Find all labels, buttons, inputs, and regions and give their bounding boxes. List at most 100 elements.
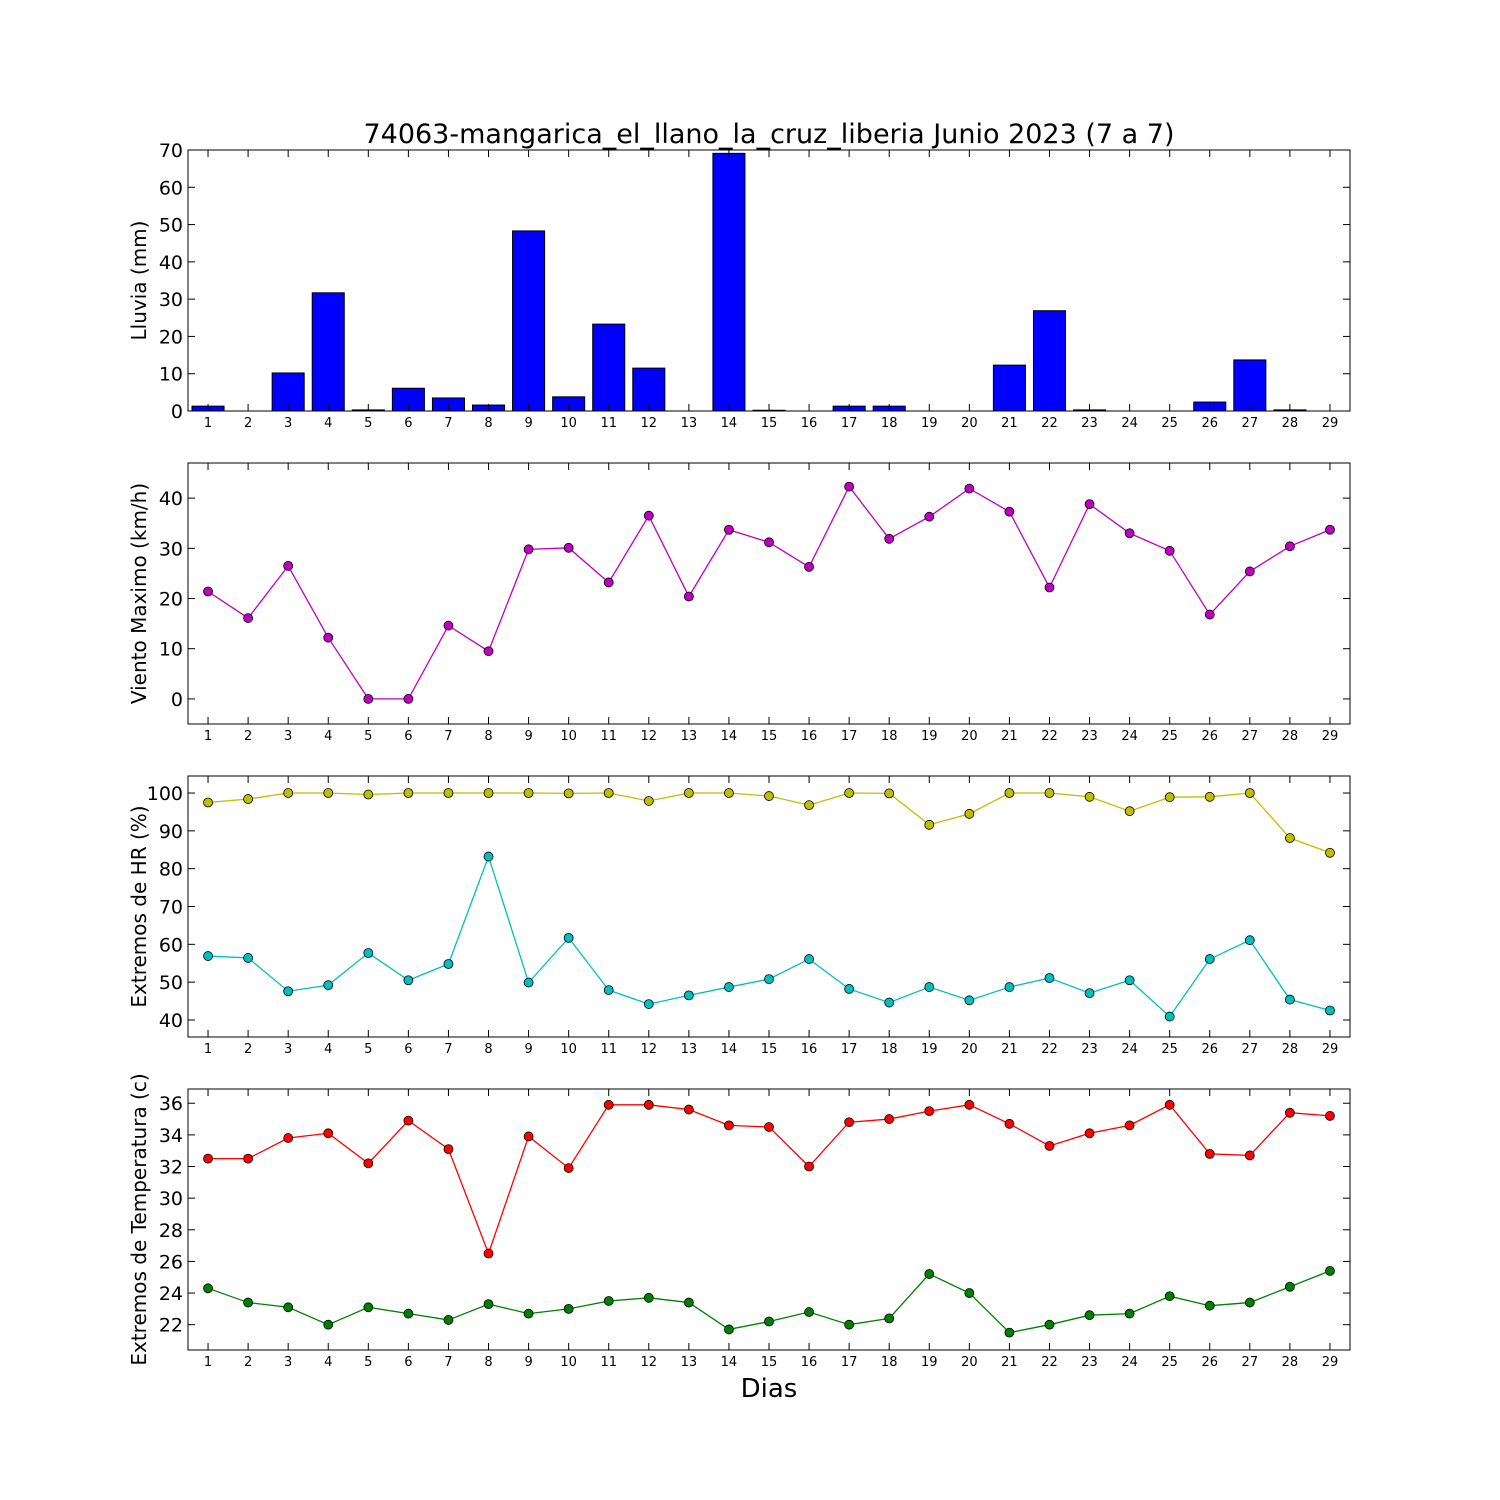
wind-series-1-point-day-29 bbox=[1325, 524, 1335, 535]
hr-series-2-point-day-28 bbox=[1284, 994, 1295, 1005]
wind-xtick-label: 29 bbox=[1322, 729, 1339, 744]
hr-series-2-point-day-29 bbox=[1325, 1005, 1335, 1016]
wind-xtick-label: 7 bbox=[444, 729, 452, 744]
wind-xtick-label: 16 bbox=[801, 729, 818, 744]
rain-bar-day-12 bbox=[632, 367, 666, 412]
hr-series-2-point-day-17 bbox=[844, 984, 855, 994]
hr-series-2-point-day-6 bbox=[403, 975, 414, 986]
hr-series-1-point-day-5 bbox=[363, 789, 374, 800]
temp-series-2-point-day-1 bbox=[203, 1283, 213, 1294]
temp-xtick-label: 7 bbox=[444, 1355, 452, 1370]
rain-xtick-label: 25 bbox=[1161, 416, 1178, 431]
hr-xtick-label: 1 bbox=[204, 1042, 212, 1057]
hr-xtick-label: 8 bbox=[484, 1042, 492, 1057]
hr-series-1-point-day-25 bbox=[1164, 792, 1175, 803]
wind-xtick-label: 18 bbox=[881, 729, 898, 744]
hr-series-1-point-day-3 bbox=[283, 788, 294, 798]
temp-xtick-label: 6 bbox=[404, 1355, 412, 1370]
temp-ytick-label: 36 bbox=[159, 1093, 183, 1115]
temp-series-2-point-day-11 bbox=[603, 1296, 614, 1306]
temp-series-1 bbox=[203, 1099, 1335, 1259]
temp-series-2-point-day-17 bbox=[844, 1319, 855, 1330]
hr-xtick-label: 5 bbox=[364, 1042, 372, 1057]
hr-series-1 bbox=[203, 788, 1335, 858]
hr-series-1-point-day-9 bbox=[523, 788, 534, 798]
temp-series-2-point-day-29 bbox=[1325, 1266, 1335, 1276]
hr-xtick-label: 13 bbox=[681, 1042, 698, 1057]
wind-series-1-point-day-2 bbox=[243, 613, 254, 623]
wind-xtick-label: 14 bbox=[721, 729, 738, 744]
wind-series-1-point-day-21 bbox=[1004, 506, 1015, 517]
rain-xtick-label: 7 bbox=[444, 416, 452, 431]
temp-series-1-point-day-25 bbox=[1164, 1099, 1175, 1110]
wind-series-1-point-day-24 bbox=[1124, 528, 1135, 539]
rain-bar-day-11 bbox=[592, 323, 626, 412]
temp-series-2-point-day-5 bbox=[363, 1302, 374, 1313]
hr-series-2-point-day-27 bbox=[1244, 935, 1255, 946]
temp-series-1-point-day-5 bbox=[363, 1158, 374, 1169]
wind-series-1-line bbox=[207, 485, 1331, 700]
wind-series-1-point-day-10 bbox=[563, 542, 574, 553]
temp-series-2-point-day-26 bbox=[1204, 1300, 1215, 1311]
wind-ytick-label: 10 bbox=[159, 639, 183, 661]
wind-series-1-point-day-5 bbox=[363, 694, 374, 704]
wind-ytick-label: 40 bbox=[159, 488, 183, 510]
hr-xtick-label: 16 bbox=[801, 1042, 818, 1057]
rain-xtick-label: 19 bbox=[921, 416, 938, 431]
hr-series-2-point-day-26 bbox=[1204, 954, 1215, 964]
wind-xtick-label: 11 bbox=[600, 729, 617, 744]
rain-xtick-label: 16 bbox=[801, 416, 818, 431]
wind-series-1-point-day-9 bbox=[523, 544, 534, 555]
wind-series-1-point-day-14 bbox=[724, 524, 734, 535]
hr-axes-frame bbox=[187, 775, 1351, 1038]
hr-ytick-label: 50 bbox=[159, 972, 183, 994]
temp-series-2-point-day-19 bbox=[924, 1269, 935, 1279]
temp-xtick-label: 22 bbox=[1041, 1355, 1058, 1370]
temp-xtick-label: 25 bbox=[1161, 1355, 1178, 1370]
rain-bar-day-4 bbox=[311, 292, 345, 412]
hr-xtick-label: 23 bbox=[1081, 1042, 1098, 1057]
hr-series-2-point-day-4 bbox=[323, 980, 334, 991]
temp-series-2-point-day-14 bbox=[724, 1324, 734, 1335]
hr-xtick-label: 18 bbox=[881, 1042, 898, 1057]
wind-xtick-label: 4 bbox=[324, 729, 332, 744]
wind-ytick-label: 20 bbox=[159, 589, 183, 611]
rain-ytick-label: 70 bbox=[159, 140, 183, 162]
hr-series-2-point-day-3 bbox=[283, 986, 294, 997]
hr-series-2-point-day-18 bbox=[884, 997, 895, 1008]
hr-series-1-point-day-8 bbox=[483, 788, 494, 798]
temp-series-1-point-day-14 bbox=[724, 1120, 734, 1131]
hr-series-2-point-day-9 bbox=[523, 977, 534, 988]
wind-series-1-point-day-17 bbox=[844, 481, 855, 492]
wind-xtick-label: 5 bbox=[364, 729, 372, 744]
hr-series-2-point-day-20 bbox=[964, 995, 975, 1006]
rain-bars bbox=[191, 152, 1307, 412]
hr-ytick-label: 100 bbox=[147, 783, 183, 805]
hr-series-1-point-day-27 bbox=[1244, 788, 1255, 798]
temp-series-1-point-day-29 bbox=[1325, 1110, 1335, 1121]
temp-series-1-point-day-1 bbox=[203, 1153, 213, 1164]
wind-series-1-point-day-18 bbox=[884, 533, 895, 544]
hr-xtick-label: 17 bbox=[841, 1042, 858, 1057]
rain-xtick-label: 18 bbox=[881, 416, 898, 431]
temp-xtick-label: 24 bbox=[1121, 1355, 1138, 1370]
wind-y-axis-label: Viento Maximo (km/h) bbox=[127, 483, 151, 704]
hr-xtick-label: 27 bbox=[1242, 1042, 1259, 1057]
rain-xtick-label: 13 bbox=[681, 416, 698, 431]
rain-ytick-label: 10 bbox=[159, 364, 183, 386]
wind-series-1-point-day-1 bbox=[203, 586, 213, 597]
hr-series-1-point-day-12 bbox=[643, 796, 654, 806]
hr-xtick-label: 29 bbox=[1322, 1042, 1339, 1057]
temp-series-1-point-day-9 bbox=[523, 1131, 534, 1142]
hr-series-2-point-day-19 bbox=[924, 982, 935, 992]
hr-ytick-label: 60 bbox=[159, 934, 183, 956]
figure-title: 74063-mangarica_el_llano_la_cruz_liberia… bbox=[363, 119, 1174, 150]
rain-xtick-label: 6 bbox=[404, 416, 412, 431]
hr-xtick-label: 25 bbox=[1161, 1042, 1178, 1057]
temp-series-1-point-day-23 bbox=[1084, 1128, 1095, 1139]
temp-xtick-label: 5 bbox=[364, 1355, 372, 1370]
temp-xtick-label: 2 bbox=[244, 1355, 252, 1370]
hr-series-1-point-day-10 bbox=[563, 788, 574, 799]
temp-series-2-point-day-16 bbox=[804, 1307, 814, 1317]
